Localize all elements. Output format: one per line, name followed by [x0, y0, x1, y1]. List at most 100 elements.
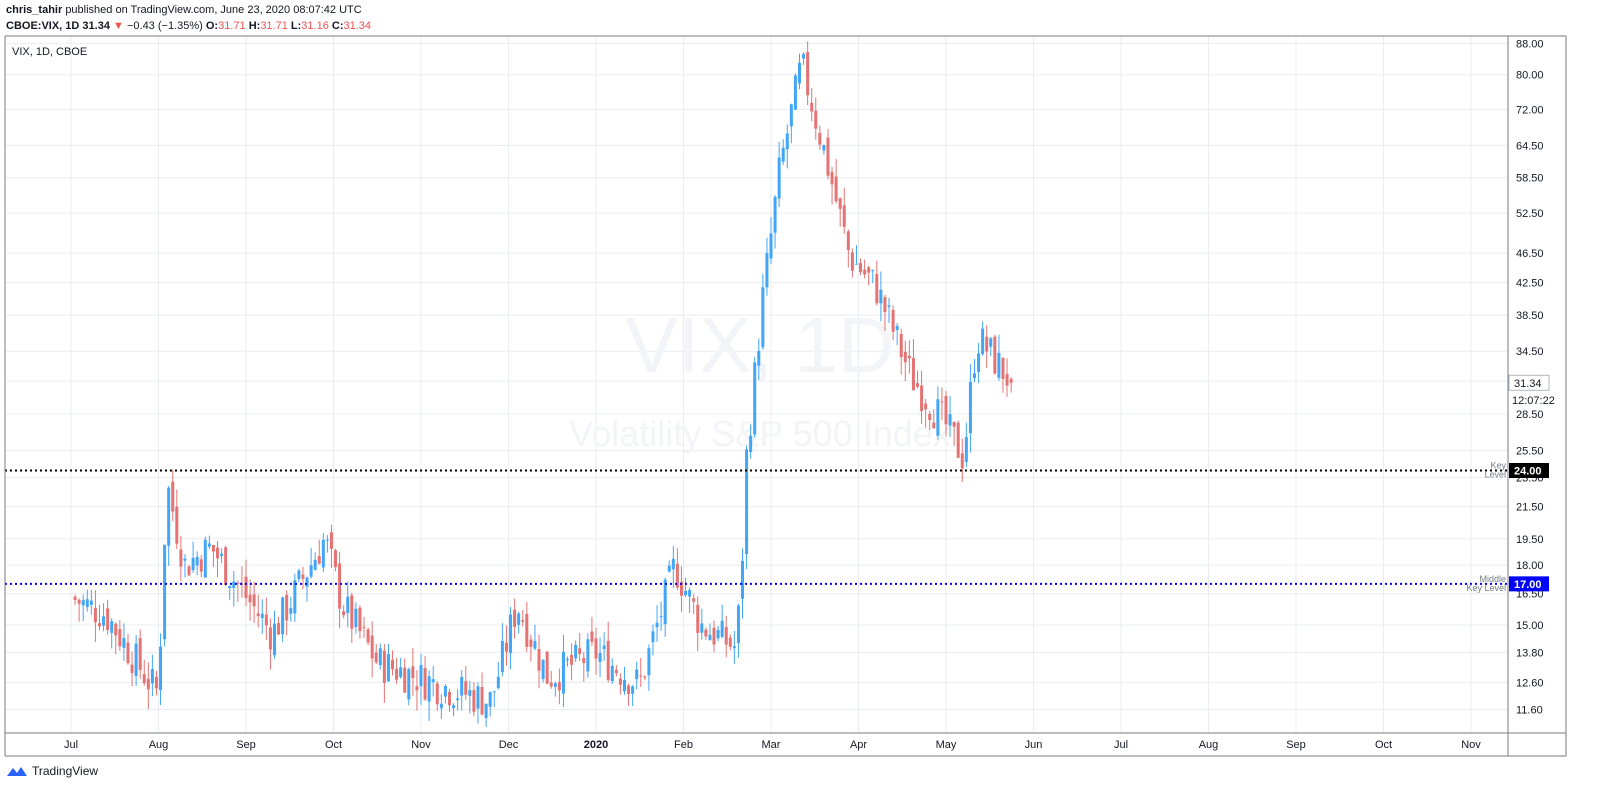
tradingview-logo[interactable]: TradingView — [6, 764, 98, 778]
candle-body — [989, 338, 993, 347]
candle-body — [301, 574, 305, 579]
candle-body — [386, 654, 390, 682]
candle-body — [948, 414, 952, 426]
candle-body — [199, 559, 203, 572]
candle-body — [944, 395, 948, 425]
price-tick-label: 52.50 — [1516, 208, 1544, 220]
candle-body — [667, 565, 671, 572]
candle-body — [618, 678, 622, 685]
candle-body — [244, 576, 248, 599]
price-tick-label: 58.50 — [1516, 173, 1544, 185]
candle-body — [484, 703, 488, 718]
candle-body — [73, 596, 77, 600]
price-tick-label: 42.50 — [1516, 278, 1544, 290]
price-tick-label: 12.60 — [1516, 677, 1544, 689]
price-tick-label: 46.50 — [1516, 248, 1544, 260]
candle-body — [627, 685, 631, 695]
open-value: 31.71 — [218, 20, 246, 32]
low-label: L: — [290, 20, 302, 32]
grid-vertical — [70, 36, 1472, 733]
candle-body — [745, 449, 749, 554]
candle-body — [460, 677, 464, 696]
candle-body — [594, 638, 598, 659]
watermark-ticker: VIX, 1D — [626, 301, 895, 389]
candle-body — [150, 669, 154, 684]
candle-body — [859, 263, 863, 273]
candle-body — [130, 664, 134, 674]
candle-body — [557, 682, 561, 691]
candle-body — [879, 289, 883, 304]
candle-body — [439, 703, 443, 709]
candle-body — [863, 269, 867, 275]
candle-body — [867, 267, 871, 273]
candle-body — [167, 487, 171, 546]
candle-body — [553, 683, 557, 687]
ohlc-line: CBOE:VIX, 1D 31.34 ▼ −0.43 (−1.35%) O:31… — [6, 18, 371, 34]
candle-body — [700, 623, 704, 633]
candle-body — [154, 677, 158, 689]
candle-body — [317, 556, 321, 564]
candle-body — [541, 659, 545, 679]
candle-body — [932, 422, 936, 429]
candle-body — [468, 690, 472, 696]
candle-body — [456, 698, 460, 701]
candle-body — [655, 622, 659, 628]
candle-body — [431, 679, 435, 683]
candle-body — [488, 692, 492, 707]
candle-body — [724, 626, 728, 645]
middle-level-badge-label: 17.00 — [1514, 579, 1542, 591]
candle-body — [321, 539, 325, 568]
candle-body — [423, 668, 427, 700]
candle-body — [924, 403, 928, 410]
time-tick-label: Apr — [850, 739, 867, 751]
candle-body — [228, 585, 232, 589]
series-legend[interactable]: VIX, 1D, CBOE — [12, 46, 87, 58]
time-tick-label: Dec — [499, 739, 519, 751]
time-tick-label: Oct — [325, 739, 342, 751]
candle-body — [492, 691, 496, 693]
candle-body — [138, 638, 142, 670]
candle-body — [928, 413, 932, 420]
time-tick-label: Jun — [1025, 739, 1043, 751]
candle-body — [891, 309, 895, 332]
candle-body — [777, 157, 781, 199]
candle-body — [325, 539, 329, 541]
candle-body — [85, 599, 89, 607]
time-axis-ticks[interactable]: Jul Aug Sep Oct Nov Dec 2020 Feb Mar Apr May Jun Jul… — [64, 739, 1481, 751]
candle-body — [761, 287, 765, 348]
time-tick-label: Feb — [674, 739, 693, 751]
candle-body — [940, 401, 944, 403]
candle-body — [236, 582, 240, 584]
price-tick-label: 80.00 — [1516, 70, 1544, 82]
time-tick-label: Jul — [1114, 739, 1128, 751]
candle-body — [574, 644, 578, 659]
candle-body — [916, 383, 920, 387]
last-price: 31.34 — [82, 20, 110, 32]
candle-body — [797, 62, 801, 84]
price-tick-label: 38.50 — [1516, 310, 1544, 322]
candle-body — [692, 598, 696, 602]
time-tick-label: May — [936, 739, 957, 751]
candle-body — [370, 635, 374, 659]
candle-body — [183, 558, 187, 561]
candle-body — [122, 638, 126, 648]
candle-body — [977, 353, 981, 372]
candle-body — [1001, 357, 1005, 379]
candle-body — [382, 650, 386, 683]
time-tick-label: Aug — [1199, 739, 1219, 751]
candle-body — [651, 631, 655, 643]
high-value: 31.71 — [260, 20, 288, 32]
price-tick-label: 28.50 — [1516, 409, 1544, 421]
price-tick-label: 16.50 — [1516, 589, 1544, 601]
candle-body — [163, 544, 167, 640]
author-name[interactable]: chris_tahir — [6, 4, 63, 16]
candle-body — [513, 609, 517, 627]
candle-body — [741, 560, 745, 599]
price-change: −0.43 (−1.35%) — [126, 20, 203, 32]
price-tick-label: 13.80 — [1516, 647, 1544, 659]
candle-body — [146, 678, 150, 690]
candle-body — [578, 648, 582, 654]
key-level-badge-label: 24.00 — [1514, 466, 1542, 478]
candle-body — [663, 579, 667, 625]
